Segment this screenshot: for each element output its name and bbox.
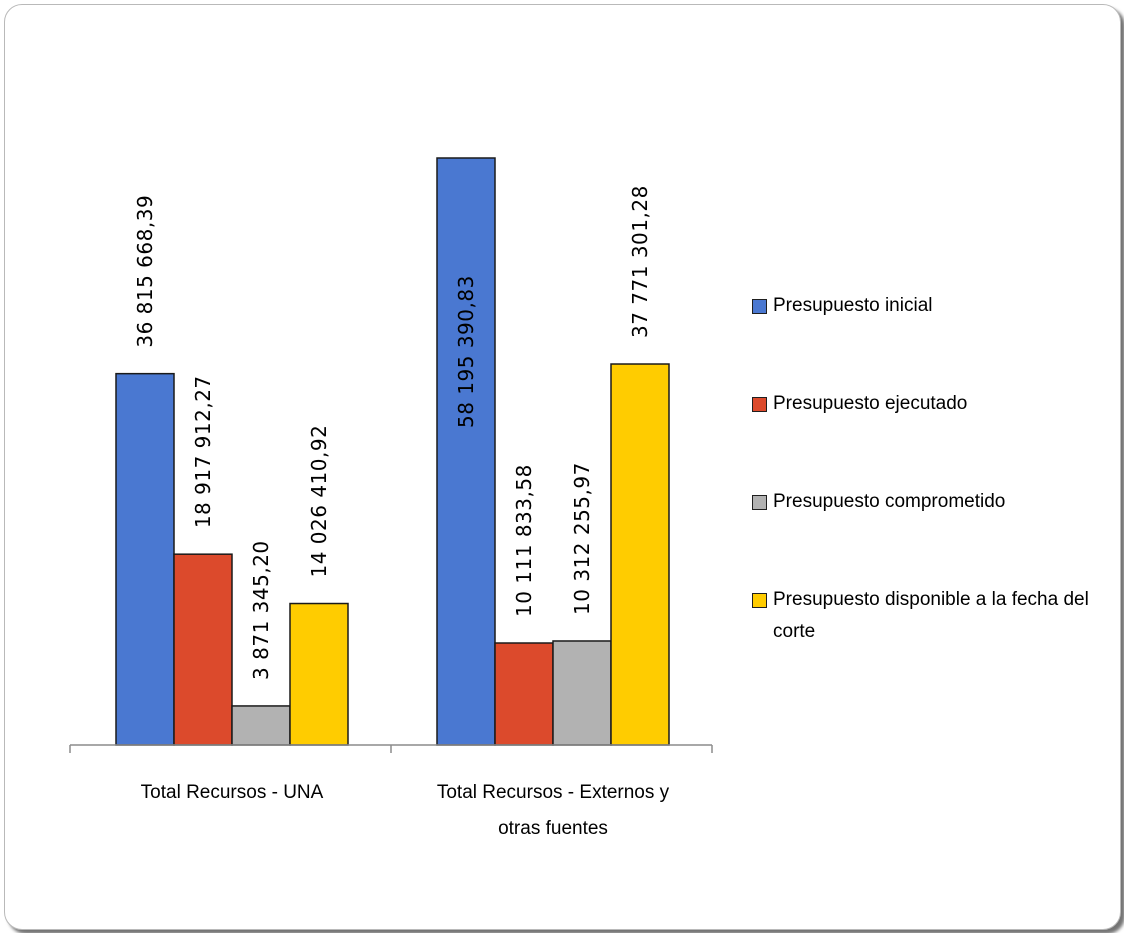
bar-1-group-2 [436, 157, 496, 746]
legend-swatch-2 [752, 397, 767, 412]
legend-item-2: Presupuesto ejecutado [752, 388, 1113, 420]
legend-item-3: Presupuesto comprometido [752, 486, 1113, 518]
legend-item-1: Presupuesto inicial [752, 290, 1113, 322]
data-label-3-group-2: 10 312 255,97 [570, 462, 594, 615]
data-label-1-group-2: 58 195 390,83 [454, 275, 478, 428]
data-label-4-group-1: 14 026 410,92 [307, 425, 331, 578]
legend-swatch-4 [752, 593, 767, 608]
legend-label-3: Presupuesto comprometido [773, 491, 1006, 512]
legend-swatch-1 [752, 299, 767, 314]
bar-4-group-1 [289, 602, 349, 746]
bar-2-group-1 [173, 553, 233, 746]
bar-4-group-2 [610, 363, 670, 746]
data-label-1-group-1: 36 815 668,39 [133, 195, 157, 348]
category-label-1: Total Recursos - UNA [141, 782, 324, 803]
bar-3-group-2 [552, 640, 612, 746]
data-label-2-group-1: 18 917 912,27 [191, 375, 215, 528]
legend-label-4: Presupuesto disponible a la fecha del co… [773, 589, 1089, 642]
data-label-4-group-2: 37 771 301,28 [628, 185, 652, 338]
legend-label-1: Presupuesto inicial [773, 295, 933, 316]
bar-3-group-1 [231, 705, 291, 746]
legend-label-2: Presupuesto ejecutado [773, 393, 968, 414]
bar-2-group-2 [494, 642, 554, 746]
chart-frame [4, 4, 1121, 930]
legend-swatch-3 [752, 495, 767, 510]
data-label-3-group-1: 3 871 345,20 [249, 540, 273, 680]
legend-item-4: Presupuesto disponible a la fecha del co… [752, 584, 1113, 648]
category-label-2: Total Recursos - Externos y otras fuentes [437, 782, 670, 839]
bar-1-group-1 [115, 372, 175, 746]
data-label-2-group-2: 10 111 833,58 [512, 464, 536, 617]
